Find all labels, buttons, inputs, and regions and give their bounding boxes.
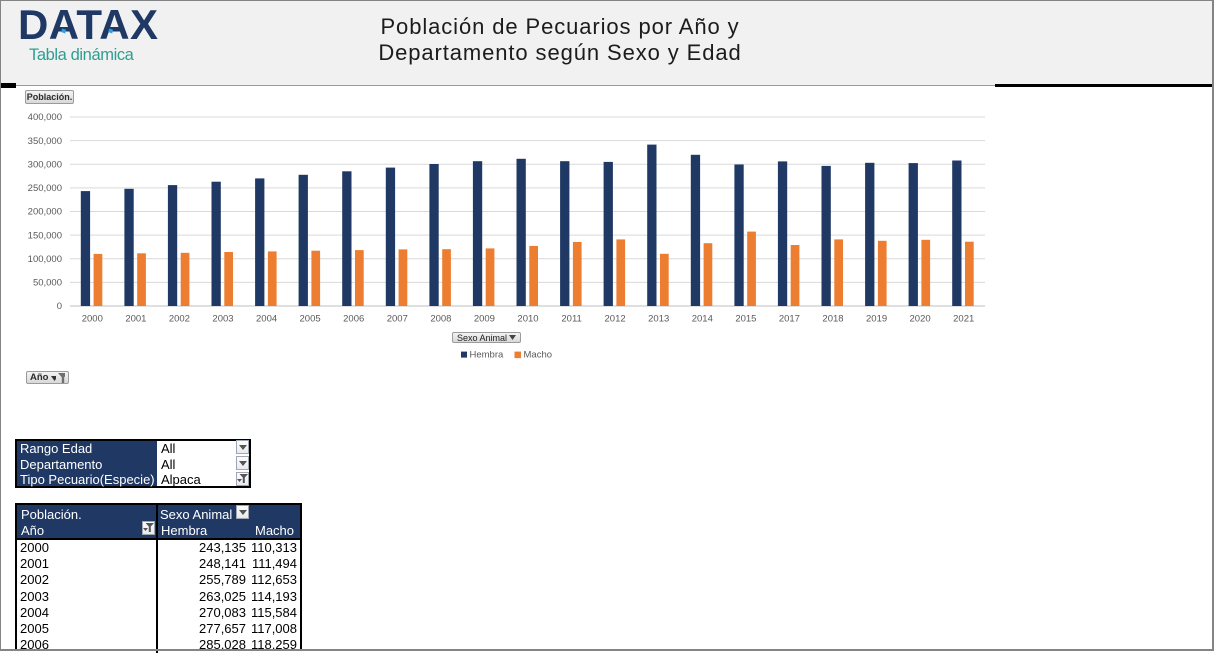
svg-text:2021: 2021	[953, 314, 974, 325]
svg-text:100,000: 100,000	[28, 254, 62, 265]
svg-text:2018: 2018	[822, 314, 843, 325]
svg-text:2013: 2013	[648, 314, 669, 325]
svg-text:2015: 2015	[735, 314, 756, 325]
svg-text:2009: 2009	[474, 314, 495, 325]
svg-text:2020: 2020	[910, 314, 931, 325]
svg-text:2002: 2002	[169, 314, 190, 325]
svg-text:2000: 2000	[82, 314, 103, 325]
svg-text:2005: 2005	[300, 314, 321, 325]
svg-text:2010: 2010	[517, 314, 538, 325]
svg-text:2012: 2012	[605, 314, 626, 325]
svg-text:200,000: 200,000	[28, 207, 62, 218]
svg-text:2001: 2001	[125, 314, 146, 325]
svg-text:300,000: 300,000	[28, 160, 62, 171]
svg-text:2011: 2011	[561, 314, 581, 325]
svg-text:250,000: 250,000	[28, 183, 62, 194]
svg-text:2007: 2007	[387, 314, 408, 325]
svg-text:2014: 2014	[692, 314, 713, 325]
svg-text:2004: 2004	[256, 314, 277, 325]
svg-text:2003: 2003	[212, 314, 233, 325]
svg-text:150,000: 150,000	[28, 230, 62, 241]
svg-text:0: 0	[57, 301, 62, 312]
svg-text:50,000: 50,000	[33, 278, 62, 289]
svg-text:400,000: 400,000	[28, 112, 62, 123]
svg-text:350,000: 350,000	[28, 136, 62, 147]
svg-text:Macho: Macho	[524, 350, 553, 361]
svg-text:2017: 2017	[779, 314, 800, 325]
svg-text:2006: 2006	[343, 314, 364, 325]
svg-text:2019: 2019	[866, 314, 887, 325]
svg-text:Hembra: Hembra	[470, 350, 505, 361]
svg-text:2008: 2008	[430, 314, 451, 325]
